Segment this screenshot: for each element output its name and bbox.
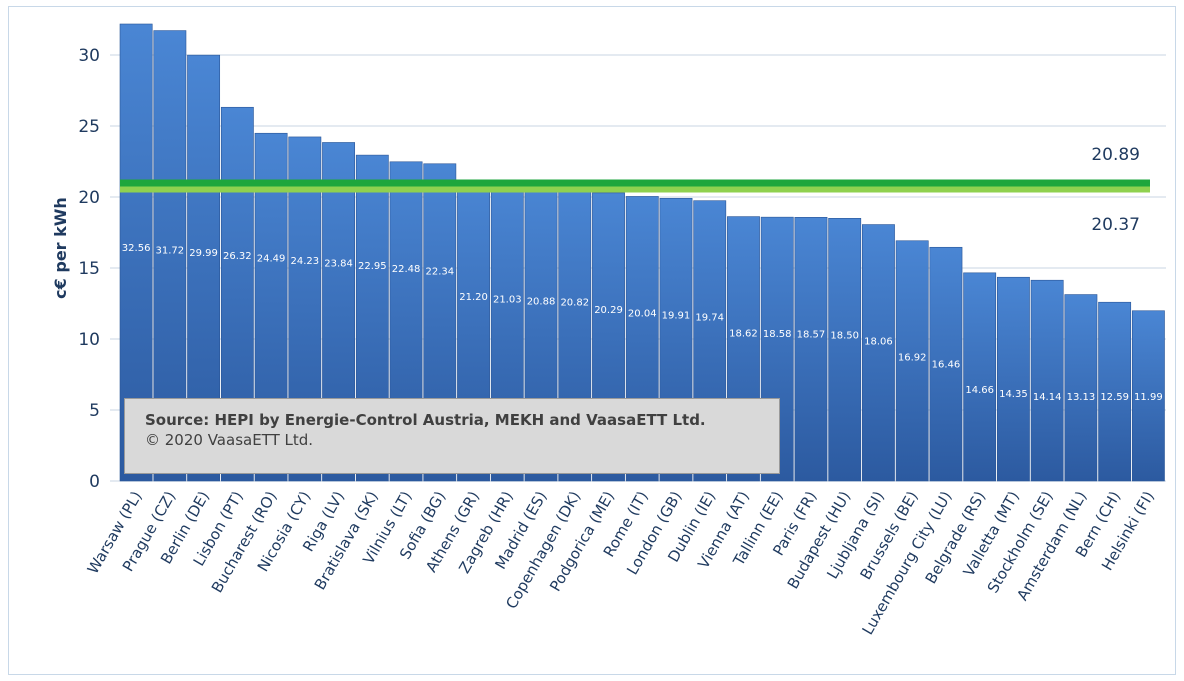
y-tick-label: 20 bbox=[78, 188, 100, 208]
bar-value-label: 26.32 bbox=[223, 251, 252, 262]
bar-value-label: 20.82 bbox=[560, 297, 589, 308]
y-tick-label: 0 bbox=[89, 472, 100, 492]
bar-value-label: 22.48 bbox=[392, 264, 421, 275]
chart-frame bbox=[8, 6, 1176, 675]
copyright-text: © 2020 VaasaETT Ltd. bbox=[145, 431, 314, 449]
bar-value-label: 20.29 bbox=[594, 305, 623, 316]
bar-value-label: 24.23 bbox=[291, 256, 320, 267]
reference-label-high: 20.89 bbox=[1091, 145, 1140, 165]
bar bbox=[1064, 294, 1098, 482]
source-text: Source: HEPI by Energie-Control Austria,… bbox=[145, 411, 706, 429]
bar bbox=[895, 240, 929, 482]
bar-value-label: 19.74 bbox=[695, 313, 724, 324]
bar bbox=[794, 217, 828, 482]
bar-value-label: 18.62 bbox=[729, 329, 758, 340]
bar-value-label: 12.59 bbox=[1100, 392, 1129, 403]
bar-value-label: 20.88 bbox=[527, 297, 556, 308]
bar-value-label: 11.99 bbox=[1134, 392, 1163, 403]
reference-lines: 20.89 20.37 bbox=[120, 145, 1150, 235]
bar-value-label: 24.49 bbox=[257, 253, 286, 264]
bar-value-label: 22.95 bbox=[358, 261, 387, 272]
bar-value-label: 29.99 bbox=[189, 248, 218, 259]
y-axis-ticks: 0 5 10 15 20 25 30 bbox=[78, 46, 100, 492]
bar-value-label: 14.35 bbox=[999, 389, 1028, 400]
bar-value-label: 19.91 bbox=[662, 310, 691, 321]
bar-value-label: 22.34 bbox=[425, 266, 454, 277]
bar-value-label: 20.04 bbox=[628, 308, 657, 319]
bar-value-label: 31.72 bbox=[156, 246, 185, 257]
bar bbox=[1131, 310, 1165, 482]
reference-label-low: 20.37 bbox=[1091, 215, 1140, 235]
bar bbox=[828, 218, 862, 482]
bar-value-label: 18.58 bbox=[763, 329, 792, 340]
bar bbox=[1098, 301, 1132, 482]
bar-value-label: 23.84 bbox=[324, 259, 353, 270]
bar-value-label: 18.06 bbox=[864, 337, 893, 348]
y-tick-label: 5 bbox=[89, 401, 100, 421]
bar-value-labels: 32.56 31.72 29.99 26.32 24.49 24.23 23.84 22.95… bbox=[122, 243, 1163, 403]
y-tick-label: 10 bbox=[78, 330, 100, 350]
source-note: Source: HEPI by Energie-Control Austria,… bbox=[124, 398, 780, 474]
bar-value-label: 32.56 bbox=[122, 243, 151, 254]
bar bbox=[996, 276, 1030, 482]
bar-value-label: 18.50 bbox=[830, 330, 859, 341]
y-tick-label: 15 bbox=[78, 259, 100, 279]
bar-value-label: 16.92 bbox=[898, 353, 927, 364]
bar-value-label: 14.14 bbox=[1033, 392, 1062, 403]
bar-value-label: 14.66 bbox=[965, 385, 994, 396]
bar-value-label: 21.20 bbox=[459, 292, 488, 303]
bar-value-label: 21.03 bbox=[493, 294, 522, 305]
bar bbox=[963, 272, 997, 482]
bar bbox=[1030, 279, 1064, 482]
bar bbox=[862, 224, 895, 482]
x-axis-category-labels: Warsaw (PL)Prague (CZ)Berlin (DE)Lisbon … bbox=[84, 488, 1158, 638]
y-tick-label: 25 bbox=[78, 117, 100, 137]
bar-value-label: 18.57 bbox=[797, 329, 826, 340]
bar-value-label: 13.13 bbox=[1067, 392, 1096, 403]
bar-value-label: 16.46 bbox=[932, 359, 961, 370]
bar bbox=[929, 246, 963, 482]
y-tick-label: 30 bbox=[78, 46, 100, 66]
y-axis-label: c€ per kWh bbox=[51, 197, 70, 299]
